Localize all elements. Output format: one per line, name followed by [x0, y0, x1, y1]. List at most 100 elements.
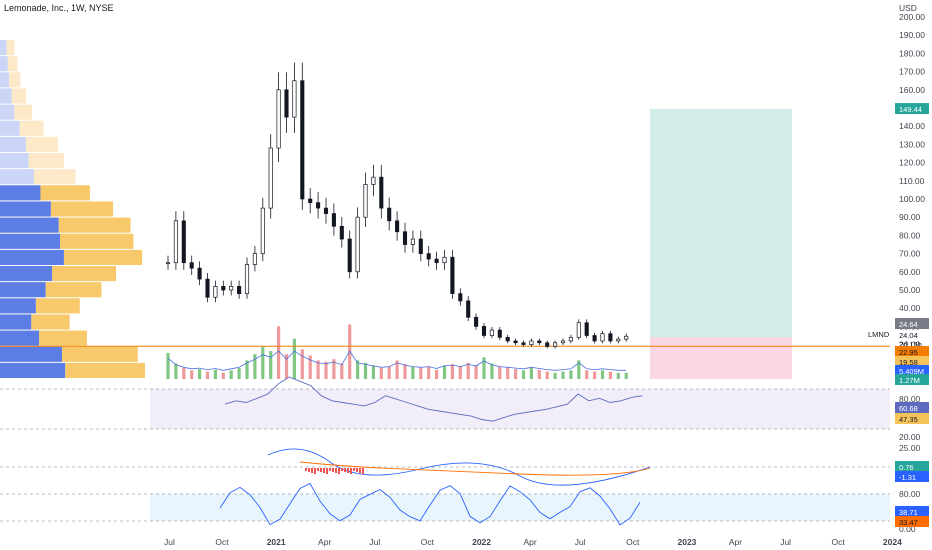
stoch-d-badge: 33.47: [899, 518, 918, 527]
level-badge-1-bg: [895, 346, 929, 357]
macd-histogram-bar: [338, 468, 340, 474]
x-tick-label: 2024: [883, 537, 902, 547]
price-tick-label: 50.00: [899, 285, 921, 295]
candle-body: [568, 336, 573, 342]
volume-bar: [245, 360, 249, 379]
volume-ma-badge-bg: [895, 374, 929, 385]
volume-bar: [387, 366, 391, 379]
volume-bar: [371, 365, 375, 379]
candle-body: [300, 80, 305, 200]
volume-bar: [506, 367, 510, 379]
volume-bar: [324, 361, 328, 379]
volume-profile-bar: [7, 56, 18, 72]
candle-body: [489, 329, 494, 336]
candle-body: [316, 202, 321, 209]
volume-profile-bar: [9, 72, 21, 88]
volume-bar: [514, 369, 518, 379]
rsi-band: [150, 389, 890, 429]
x-tick-label: Oct: [215, 537, 229, 547]
volume-bar: [379, 367, 383, 379]
candle-body: [205, 278, 210, 298]
macd-histogram-bar: [323, 468, 325, 473]
volume-bar: [553, 372, 557, 379]
volume-bar: [521, 370, 526, 379]
volume-bar: [277, 326, 281, 379]
candle-body: [371, 176, 376, 185]
candle-body: [434, 258, 439, 264]
volume-bar: [529, 367, 533, 379]
volume-profile-bar: [31, 314, 70, 330]
candle-body: [481, 326, 487, 336]
volume-bar: [537, 369, 541, 379]
candle-body: [165, 262, 171, 265]
volume-bar: [561, 371, 565, 379]
candle-body: [608, 333, 613, 342]
candle-body: [387, 207, 392, 222]
volume-bar: [608, 371, 612, 379]
macd-histogram-bar: [359, 468, 361, 473]
volume-profile-bar: [0, 88, 12, 104]
symbol-label: LMND: [868, 330, 890, 339]
volume-profile-bar: [0, 40, 7, 56]
candle-body: [600, 333, 605, 342]
volume-profile-bar: [0, 330, 40, 346]
volume-profile-bar: [0, 282, 46, 298]
candle-body: [221, 286, 226, 291]
price-tick-label: 120.00: [899, 158, 925, 168]
rsi-tick-label: 80.00: [899, 394, 921, 404]
volume-bar: [624, 372, 628, 379]
candle-body: [284, 89, 289, 118]
volume-profile-bar: [0, 185, 41, 201]
volume-ma-line: [167, 350, 627, 371]
volume-bar: [332, 359, 336, 379]
volume-profile-bar: [0, 201, 51, 217]
volume-bar: [442, 365, 447, 379]
chart-title: Lemonade, Inc., 1W, NYSE: [4, 3, 114, 13]
volume-bar: [292, 338, 296, 379]
candle-body: [197, 267, 202, 280]
rsi-tick-label: 20.00: [899, 432, 921, 442]
candle-body: [308, 198, 313, 203]
volume-profile-bar: [6, 40, 15, 56]
volume-badge-bg: [895, 365, 929, 376]
volume-bar: [340, 363, 344, 379]
macd-histogram-bar: [317, 468, 319, 471]
volume-bar: [600, 370, 605, 379]
currency-label: USD: [899, 3, 917, 13]
price-tick-label: 160.00: [899, 85, 925, 95]
candle-body: [474, 316, 479, 327]
volume-bar: [395, 360, 399, 379]
volume-bar: [577, 360, 581, 379]
volume-bar: [213, 369, 217, 379]
candle-body: [339, 225, 344, 240]
candle-body: [584, 322, 589, 336]
volume-bar: [466, 362, 470, 379]
volume-profile-bar: [0, 314, 32, 330]
stoch-d-badge-bg: [895, 516, 929, 527]
price-tick-label: 70.00: [899, 249, 921, 259]
candle-body: [252, 253, 257, 265]
macd-histogram-bar: [353, 468, 355, 471]
candle-body: [181, 220, 186, 264]
volume-bar: [593, 371, 597, 379]
candle-body: [466, 300, 471, 318]
volume-bar: [490, 363, 494, 379]
volume-bar: [474, 365, 478, 379]
volume-bar: [435, 369, 439, 379]
stoch-tick-label: 0.00: [899, 524, 916, 534]
candle-body: [260, 207, 265, 254]
candle-body: [545, 342, 550, 347]
last-price-text: 24.04: [899, 331, 918, 340]
volume-bar: [585, 370, 589, 379]
volume-profile-bar: [50, 201, 114, 217]
candle-body: [553, 342, 558, 347]
volume-profile-bar: [0, 153, 29, 169]
macd-value-badge: 0.76: [899, 463, 914, 472]
candle-body: [529, 340, 534, 345]
volume-profile-bar: [0, 136, 27, 152]
volume-bar: [482, 357, 486, 379]
volume-profile-bar: [14, 104, 32, 120]
level-badge-2-bg: [895, 356, 929, 367]
volume-profile-bar: [0, 346, 62, 362]
